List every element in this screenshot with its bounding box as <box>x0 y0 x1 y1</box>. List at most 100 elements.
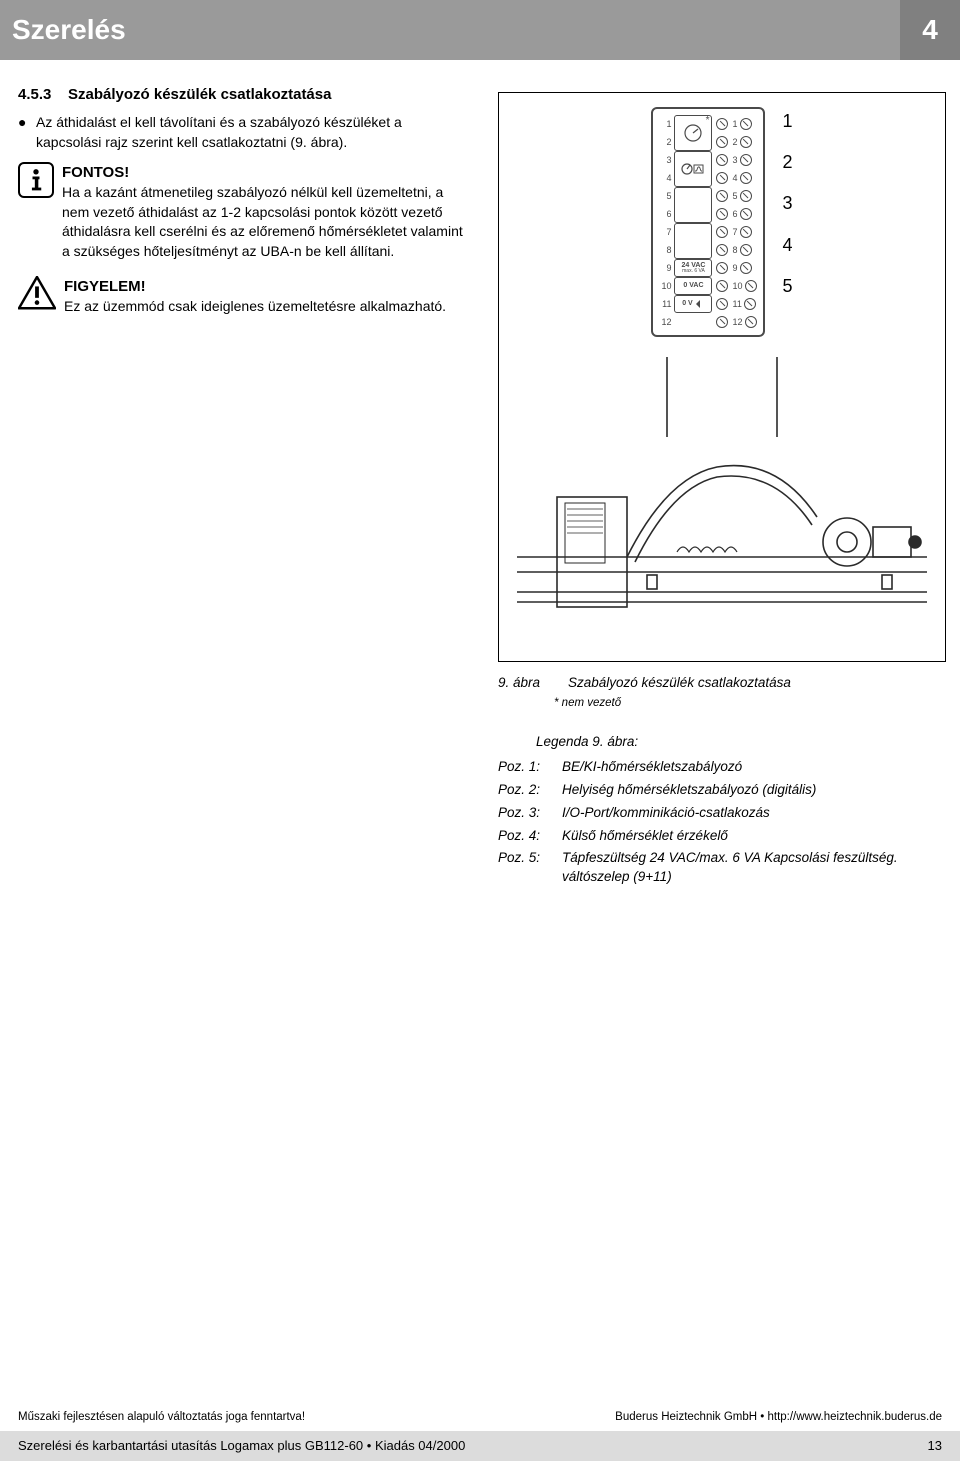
term-num: 11 <box>657 295 671 313</box>
legend-val: Helyiség hőmérsékletszabályozó (digitáli… <box>562 781 816 800</box>
terminal-diagram: 1 2 3 4 5 6 7 8 9 10 11 12 <box>517 107 927 337</box>
callout: 2 <box>783 150 793 175</box>
legend-title: Legenda 9. ábra: <box>536 733 946 752</box>
term-num: 6 <box>657 205 671 223</box>
warning-block: FIGYELEM! Ez az üzemmód csak ideiglenes … <box>18 276 468 317</box>
callout-numbers: 1 2 3 4 5 <box>783 107 793 299</box>
legend-key: Poz. 3: <box>498 804 562 823</box>
screw-icon <box>745 316 757 328</box>
callout: 1 <box>783 109 793 134</box>
section-heading: 4.5.3 Szabályozó készülék csatlakoztatás… <box>18 84 468 105</box>
term-num: 5 <box>657 187 671 205</box>
screw-num: 8 <box>732 244 737 257</box>
screw-num: 10 <box>732 280 742 293</box>
boiler-illustration <box>517 357 927 647</box>
warning-label: FIGYELEM! <box>64 276 468 297</box>
legend-key: Poz. 2: <box>498 781 562 800</box>
legend-key: Poz. 4: <box>498 827 562 846</box>
chapter-number: 4 <box>900 0 960 60</box>
section-title: Szabályozó készülék csatlakoztatása <box>68 84 331 105</box>
vac2-label: 0 VAC <box>683 281 703 291</box>
legend-val: BE/KI-hőmérsékletszabályozó <box>562 758 742 777</box>
blank-cell <box>674 313 712 331</box>
screw-icon <box>740 244 752 256</box>
term-num: 10 <box>657 277 671 295</box>
term-num: 4 <box>657 169 671 187</box>
terminal-figure-panel: 1 2 3 4 5 6 7 8 9 10 11 12 <box>498 92 946 662</box>
warning-body: FIGYELEM! Ez az üzemmód csak ideiglenes … <box>64 276 468 317</box>
vac2-cell: 0 VAC <box>674 277 712 295</box>
bullet-text: Az áthidalást el kell távolítani és a sz… <box>36 113 468 152</box>
legend-row: Poz. 1: BE/KI-hőmérsékletszabályozó <box>498 758 946 777</box>
info-text: Ha a kazánt átmenetileg szabályozó nélkü… <box>62 183 468 261</box>
screw-num: 9 <box>732 262 737 275</box>
footer-right-note: Buderus Heiztechnik GmbH • http://www.he… <box>615 1409 942 1425</box>
callout: 5 <box>783 274 793 299</box>
screw-num: 6 <box>732 208 737 221</box>
screw-icon <box>740 136 752 148</box>
section-number: 4.5.3 <box>18 84 68 105</box>
screw-icon <box>740 208 752 220</box>
legend-key: Poz. 5: <box>498 849 562 887</box>
screw-num: 5 <box>732 190 737 203</box>
screw-icon <box>716 226 728 238</box>
footer-doc-title: Szerelési és karbantartási utasítás Loga… <box>18 1437 465 1455</box>
screw-icon <box>744 298 756 310</box>
warning-text: Ez az üzemmód csak ideiglenes üzemelteté… <box>64 297 468 317</box>
footer-bar: Szerelési és karbantartási utasítás Loga… <box>0 1431 960 1461</box>
figure-caption-text: Szabályozó készülék csatlakoztatása <box>568 674 791 693</box>
screw-icon <box>716 208 728 220</box>
term-num: 1 <box>657 115 671 133</box>
screw-icon <box>716 172 728 184</box>
legend-row: Poz. 4: Külső hőmérséklet érzékelő <box>498 827 946 846</box>
legend-row: Poz. 5: Tápfeszültség 24 VAC/max. 6 VA K… <box>498 849 946 887</box>
screw-num: 3 <box>732 154 737 167</box>
legend-row: Poz. 2: Helyiség hőmérsékletszabályozó (… <box>498 781 946 800</box>
screw-icon <box>740 226 752 238</box>
legend-val: I/O-Port/komminikáció-csatlakozás <box>562 804 770 823</box>
screw-num: 12 <box>732 316 742 329</box>
footer-left-note: Műszaki fejlesztésen alapuló változtatás… <box>18 1409 305 1425</box>
zero-v-label: 0 V <box>682 299 693 309</box>
legend-row: Poz. 3: I/O-Port/komminikáció-csatlakozá… <box>498 804 946 823</box>
term-num: 12 <box>657 313 671 331</box>
screw-num: 7 <box>732 226 737 239</box>
bullet-item: ● Az áthidalást el kell távolítani és a … <box>18 113 468 152</box>
screw-icon <box>716 118 728 130</box>
callout: 4 <box>783 233 793 258</box>
page-number: 13 <box>928 1437 942 1455</box>
terminal-screw-column: 1 2 3 4 5 6 7 8 9 10 11 12 <box>716 115 758 331</box>
screw-icon <box>716 190 728 202</box>
figure-caption: 9. ábra Szabályozó készülék csatlakoztat… <box>498 674 946 693</box>
screw-icon <box>716 244 728 256</box>
screw-icon <box>740 154 752 166</box>
info-icon <box>18 162 54 198</box>
screw-num: 1 <box>732 118 737 131</box>
screw-icon <box>716 136 728 148</box>
info-body: FONTOS! Ha a kazánt átmenetileg szabályo… <box>62 162 468 261</box>
chapter-title: Szerelés <box>0 10 890 49</box>
star-mark: * <box>706 114 710 128</box>
term-num: 3 <box>657 151 671 169</box>
terminal-box: 1 2 3 4 5 6 7 8 9 10 11 12 <box>651 107 764 337</box>
warning-icon <box>18 276 56 310</box>
screw-icon <box>745 280 757 292</box>
screw-icon <box>740 118 752 130</box>
term-num: 7 <box>657 223 671 241</box>
info-block: FONTOS! Ha a kazánt átmenetileg szabályo… <box>18 162 468 261</box>
screw-icon <box>716 280 728 292</box>
legend-val: Tápfeszültség 24 VAC/max. 6 VA Kapcsolás… <box>562 849 946 887</box>
vac-label-cell: 24 VAC max. 6 VA <box>674 259 712 277</box>
figure-footnote: * nem vezető <box>554 695 946 711</box>
screw-icon <box>716 262 728 274</box>
terminal-left-numbers: 1 2 3 4 5 6 7 8 9 10 11 12 <box>657 115 671 331</box>
figure-label: 9. ábra <box>498 674 568 693</box>
right-column: 1 2 3 4 5 6 7 8 9 10 11 12 <box>498 84 946 891</box>
screw-icon <box>716 298 728 310</box>
sensor-icon <box>674 223 712 259</box>
term-num: 9 <box>657 259 671 277</box>
terminal-icon-column: * 24 VAC max. 6 VA <box>674 115 712 331</box>
left-column: 4.5.3 Szabályozó készülék csatlakoztatás… <box>18 84 468 891</box>
screw-icon <box>740 190 752 202</box>
term-num: 2 <box>657 133 671 151</box>
